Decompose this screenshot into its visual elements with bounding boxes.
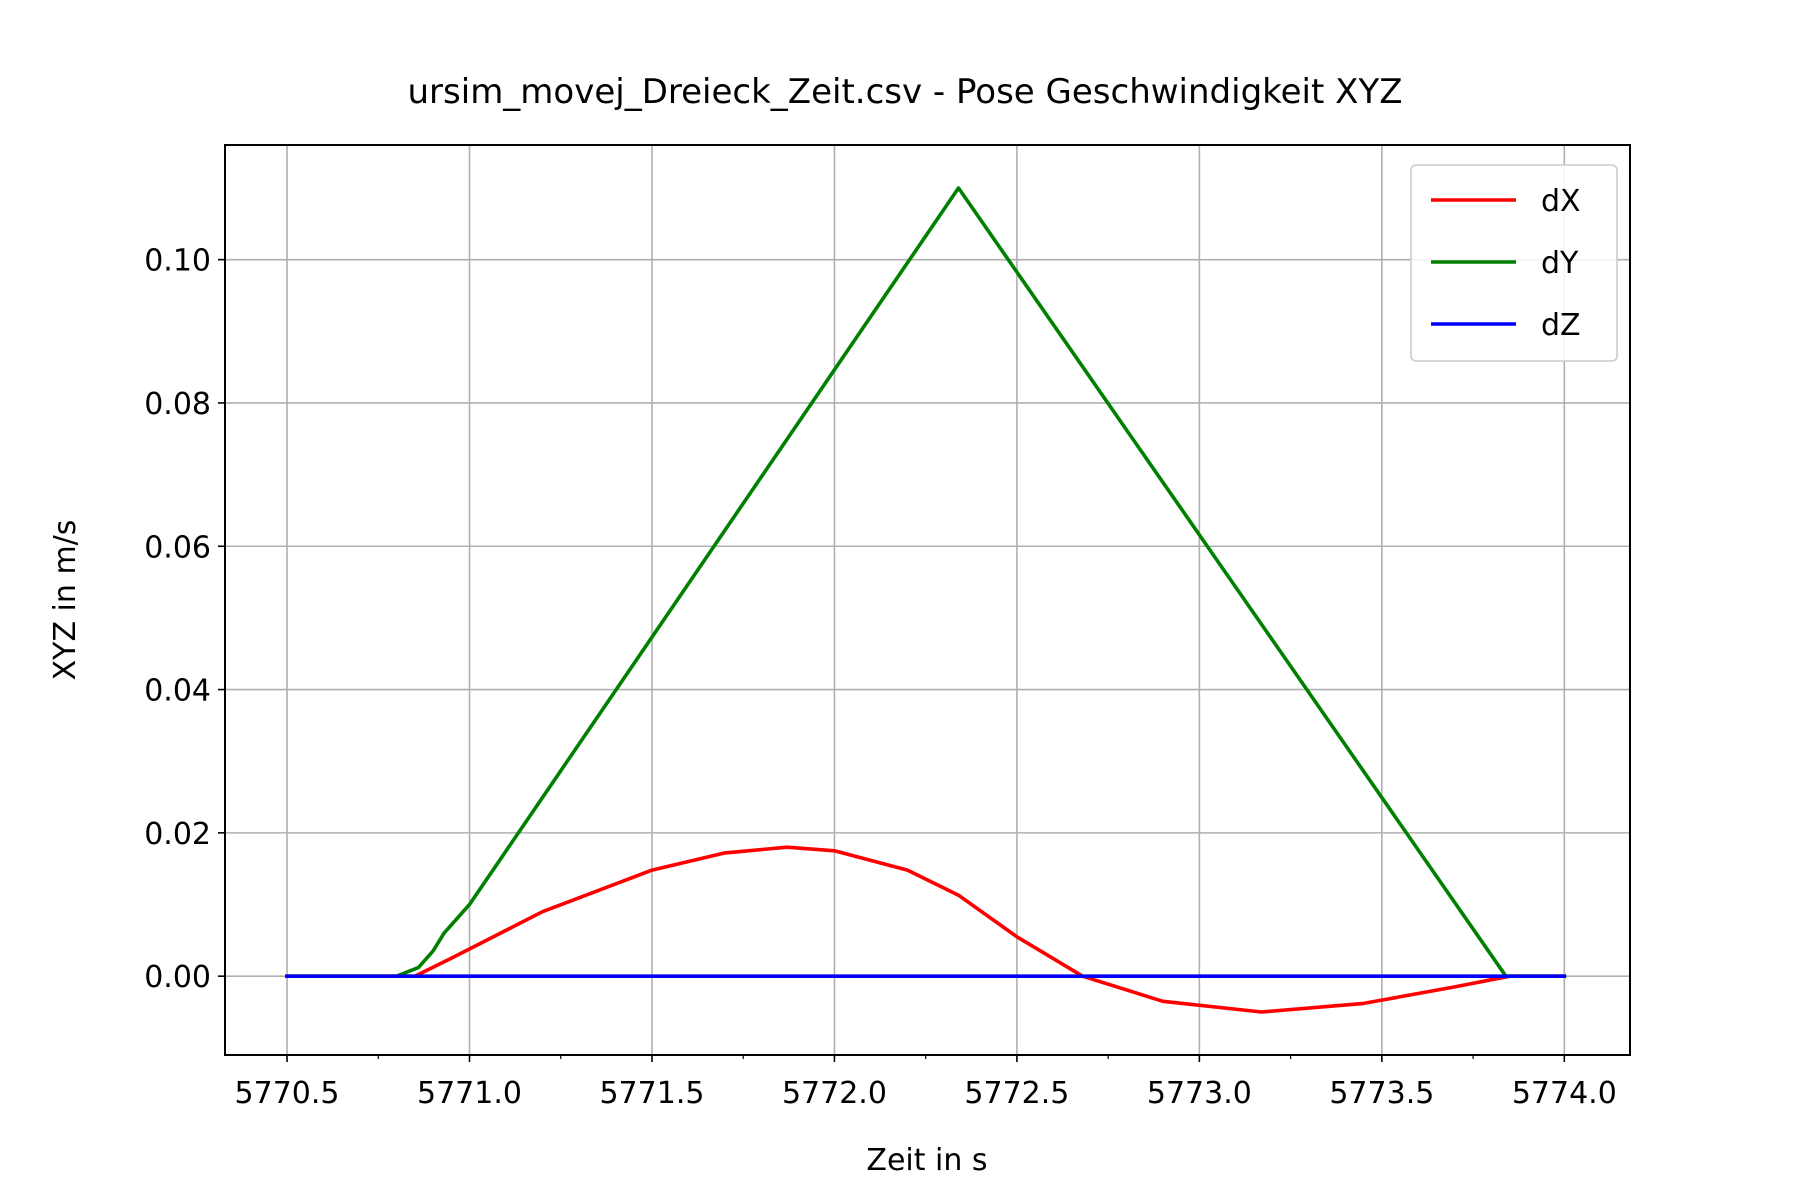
x-tick-label: 5773.5 (1329, 1076, 1434, 1111)
legend: dX dY dZ (1410, 164, 1618, 362)
series-line-dx (285, 845, 1567, 1014)
legend-label-dz: dZ (1541, 308, 1581, 343)
chart-title: ursim_movej_Dreieck_Zeit.csv - Pose Gesc… (408, 72, 1403, 112)
x-tick-label: 5771.0 (417, 1076, 522, 1111)
x-tick-label: 5771.5 (599, 1076, 704, 1111)
x-tick-label: 5772.0 (782, 1076, 887, 1111)
y-tick-label: 0.04 (144, 674, 211, 709)
legend-label-dx: dX (1541, 184, 1581, 219)
y-axis-label: XYZ in m/s (48, 520, 83, 681)
plot-lines (285, 186, 1567, 1014)
x-tick-label: 5774.0 (1512, 1076, 1617, 1111)
ticks: 5770.5 5771.0 5771.5 5772.0 5772.5 5773.0 5773… (144, 244, 1617, 1111)
y-tick-label: 0.02 (144, 817, 211, 852)
y-tick-label: 0.06 (144, 530, 211, 565)
x-tick-label: 5773.0 (1147, 1076, 1252, 1111)
series-line-dy (285, 186, 1567, 979)
legend-label-dy: dY (1541, 246, 1579, 281)
x-tick-label: 5772.5 (964, 1076, 1069, 1111)
y-tick-label: 0.10 (144, 244, 211, 279)
y-tick-label: 0.00 (144, 960, 211, 995)
x-axis-label: Zeit in s (866, 1143, 987, 1178)
x-tick-label: 5770.5 (235, 1076, 340, 1111)
y-tick-label: 0.08 (144, 387, 211, 422)
axes-frame (224, 144, 1631, 1056)
